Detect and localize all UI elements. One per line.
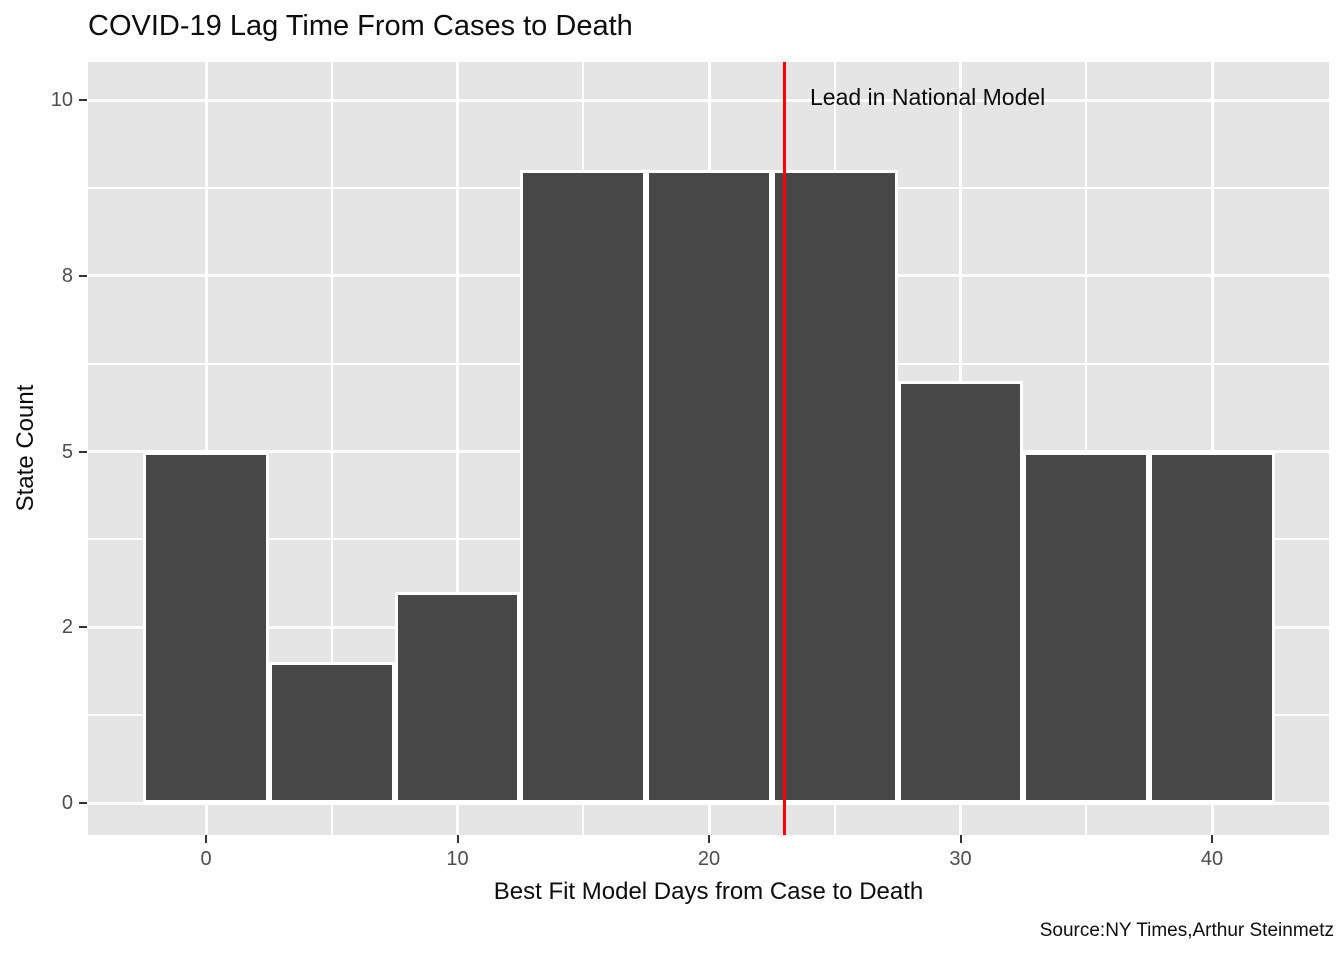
x-tick-label: 20 xyxy=(697,848,721,870)
histogram-bar xyxy=(143,451,269,803)
x-major-gridline xyxy=(456,62,459,835)
x-major-gridline xyxy=(204,62,208,835)
y-tick-label: 2 xyxy=(61,616,73,639)
y-tick-label: 8 xyxy=(61,264,73,287)
chart-title: COVID-19 Lag Time From Cases to Death xyxy=(88,10,633,42)
y-tick-label: 0 xyxy=(61,792,73,814)
histogram-bar xyxy=(1023,451,1150,803)
vline-annotation: Lead in National Model xyxy=(810,84,1046,110)
x-tick-mark xyxy=(959,835,962,843)
x-major-gridline xyxy=(1210,62,1214,835)
x-axis-title: Best Fit Model Days from Case to Death xyxy=(493,878,924,905)
y-tick-label: 10 xyxy=(50,89,73,111)
x-minor-gridline xyxy=(1085,62,1088,835)
x-tick-label: 30 xyxy=(949,848,972,870)
x-tick-mark xyxy=(205,835,207,843)
source-caption: Source:NY Times,Arthur Steinmetz xyxy=(1039,920,1334,941)
plot-panel xyxy=(88,62,1329,835)
y-tick-mark xyxy=(79,450,87,453)
national-model-vline xyxy=(782,62,786,835)
x-tick-label: 0 xyxy=(200,848,212,870)
y-tick-mark xyxy=(79,626,87,629)
x-tick-mark xyxy=(708,835,710,843)
histogram-bar xyxy=(646,170,772,803)
y-tick-mark xyxy=(79,802,87,804)
y-tick-mark xyxy=(79,274,87,277)
histogram-bar xyxy=(897,381,1024,803)
y-tick-label: 5 xyxy=(61,440,73,463)
x-tick-label: 40 xyxy=(1200,848,1224,870)
x-tick-label: 10 xyxy=(446,848,469,870)
histogram-bar xyxy=(1149,451,1275,803)
histogram-bar xyxy=(268,662,395,803)
x-minor-gridline xyxy=(330,62,333,835)
histogram-bar xyxy=(394,592,521,803)
x-tick-mark xyxy=(456,835,459,843)
histogram-bar xyxy=(520,170,647,803)
histogram-bar xyxy=(771,170,898,803)
x-tick-mark xyxy=(1211,835,1213,843)
y-tick-mark xyxy=(79,99,87,101)
